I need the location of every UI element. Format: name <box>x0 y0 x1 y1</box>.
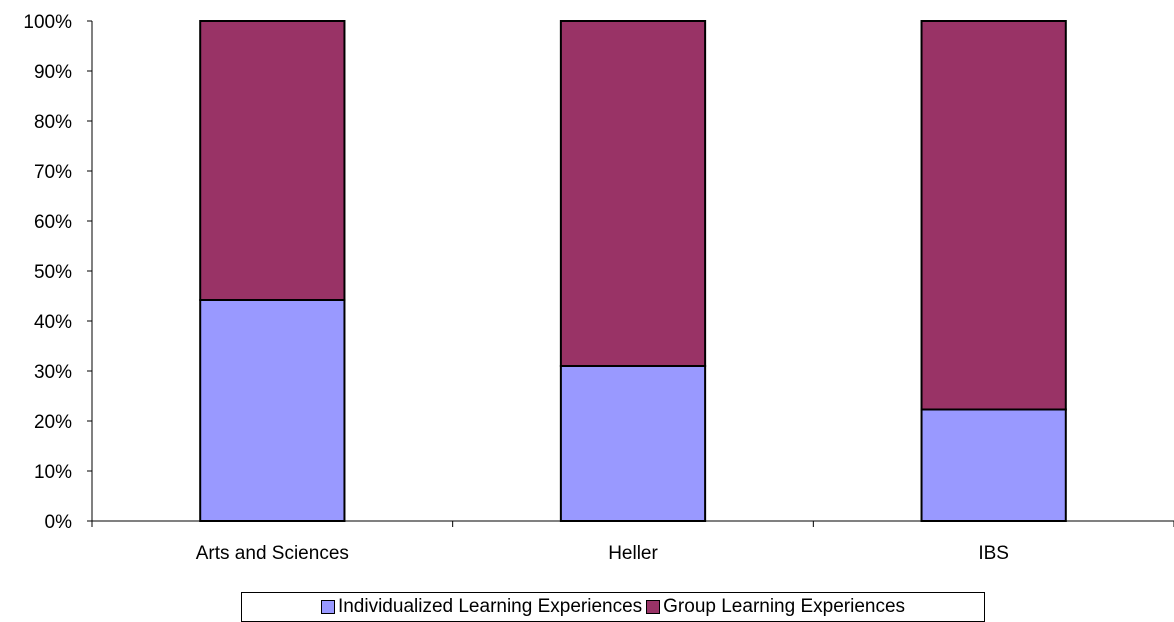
y-axis-ticks: 0% 10% 20% 30% 40% 50% 60% 70% 80% 90% 100% <box>23 12 92 533</box>
y-tick-label: 90% <box>34 62 72 83</box>
y-tick-label: 70% <box>34 162 72 183</box>
y-tick-label: 60% <box>34 212 72 233</box>
y-tick-label: 100% <box>23 12 72 33</box>
bar-segment-individualized <box>559 365 707 522</box>
y-tick-label: 0% <box>45 512 73 533</box>
legend-entry-individualized: Individualized Learning Experiences <box>320 596 643 618</box>
x-tick-label: Arts and Sciences <box>196 543 349 564</box>
x-axis-ticks: Arts and Sciences Heller IBS <box>91 521 1174 564</box>
y-tick-label: 50% <box>34 262 72 283</box>
legend-entry-group: Group Learning Experiences <box>646 596 905 618</box>
y-tick-label: 40% <box>34 312 72 333</box>
bar-segment-group <box>199 20 346 301</box>
x-tick-label: Heller <box>608 543 658 564</box>
y-tick-label: 30% <box>34 362 72 383</box>
legend-swatch-group <box>646 600 661 614</box>
bar-segment-individualized <box>920 408 1067 522</box>
x-tick-label: IBS <box>978 543 1009 564</box>
legend-label-group: Group Learning Experiences <box>663 596 906 617</box>
y-tick-label: 80% <box>34 112 72 133</box>
y-tick-label: 10% <box>34 462 72 483</box>
bar-segments <box>199 20 1067 522</box>
legend-swatch-individualized <box>320 600 335 614</box>
bar-segment-group <box>559 20 707 367</box>
bar-segment-group <box>920 20 1067 411</box>
legend: Individualized Learning Experiences Grou… <box>241 592 985 622</box>
bar-segment-individualized <box>199 299 346 522</box>
legend-label-individualized: Individualized Learning Experiences <box>337 596 643 617</box>
y-tick-label: 20% <box>34 412 72 433</box>
